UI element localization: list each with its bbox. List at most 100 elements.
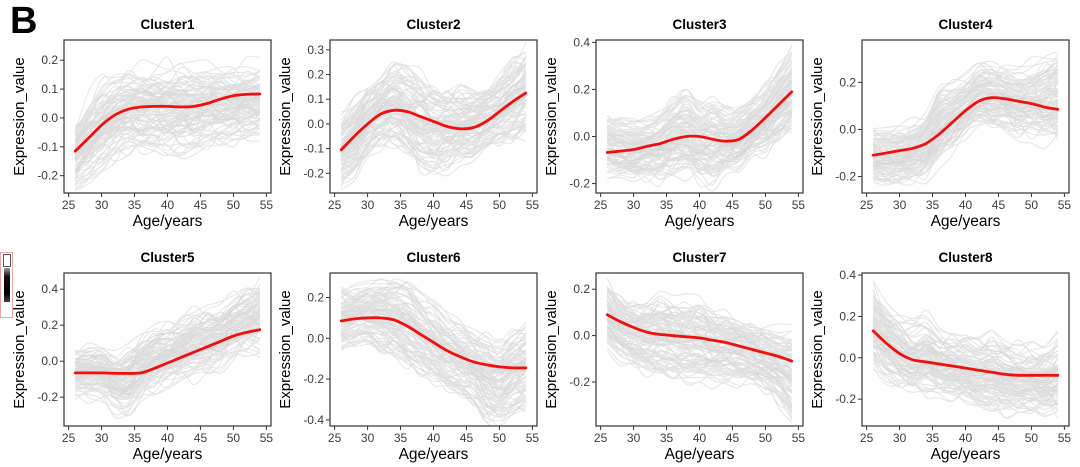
svg-text:45: 45 [460, 198, 474, 212]
svg-text:Age/years: Age/years [931, 213, 1001, 230]
chart-canvas: 25 30 35 40 45 50 55 -0.2 0.0 0.2 Age/years Express… [544, 272, 806, 463]
svg-text:25: 25 [594, 431, 608, 445]
chart-title: Cluster8 [938, 250, 993, 265]
chart-panel-cluster4: Cluster4 25 30 35 40 45 50 55 -0.2 0.0 0.2 Age/yea… [810, 16, 1076, 233]
svg-text:-0.2: -0.2 [835, 170, 856, 184]
svg-text:50: 50 [227, 198, 241, 212]
svg-text:Age/years: Age/years [399, 446, 469, 463]
svg-text:0.4: 0.4 [573, 35, 590, 49]
svg-text:45: 45 [194, 198, 208, 212]
chart-panel-cluster1: Cluster1 25 30 35 40 45 50 55 -0.2 -0.1 0.0 0.1 0.2… [12, 16, 278, 233]
svg-text:35: 35 [394, 431, 408, 445]
svg-text:-0.2: -0.2 [303, 372, 324, 386]
svg-text:0.2: 0.2 [41, 53, 58, 67]
svg-text:0.0: 0.0 [41, 354, 58, 368]
svg-text:-0.2: -0.2 [835, 392, 856, 406]
svg-text:0.1: 0.1 [41, 82, 58, 96]
svg-text:50: 50 [759, 431, 773, 445]
figure-panel-label: B [10, 0, 38, 42]
svg-text:Expression_value: Expression_value [12, 290, 28, 408]
svg-text:30: 30 [627, 198, 641, 212]
svg-text:40: 40 [693, 431, 707, 445]
svg-text:25: 25 [860, 431, 874, 445]
chart-panel-cluster3: Cluster3 25 30 35 40 45 50 55 -0.2 0.0 0.2 0.4 Age/… [544, 16, 810, 233]
svg-text:25: 25 [594, 198, 608, 212]
svg-text:40: 40 [959, 431, 973, 445]
svg-text:0.1: 0.1 [307, 92, 324, 106]
chart-canvas: 25 30 35 40 45 50 55 -0.2 0.0 0.2 Age/years Express… [810, 39, 1072, 230]
svg-text:0.0: 0.0 [573, 130, 590, 144]
chart-title: Cluster5 [140, 250, 195, 265]
svg-text:0.2: 0.2 [307, 68, 324, 82]
svg-text:0.4: 0.4 [41, 282, 58, 296]
svg-text:Expression_value: Expression_value [544, 290, 560, 408]
svg-text:55: 55 [1058, 431, 1072, 445]
svg-text:55: 55 [1058, 198, 1072, 212]
svg-text:25: 25 [860, 198, 874, 212]
svg-text:0.0: 0.0 [573, 329, 590, 343]
svg-text:Expression_value: Expression_value [12, 57, 28, 175]
svg-text:55: 55 [792, 431, 806, 445]
chart-canvas: 25 30 35 40 45 50 55 -0.4 -0.2 0.0 0.2 Age/years Exp… [278, 272, 540, 463]
svg-text:0.3: 0.3 [307, 43, 324, 57]
svg-text:0.0: 0.0 [839, 122, 856, 136]
svg-text:0.0: 0.0 [307, 331, 324, 345]
chart-title: Cluster3 [672, 17, 727, 32]
svg-text:-0.1: -0.1 [303, 142, 324, 156]
svg-text:55: 55 [792, 198, 806, 212]
svg-text:-0.4: -0.4 [303, 413, 324, 427]
svg-text:0.2: 0.2 [307, 290, 324, 304]
svg-text:35: 35 [660, 198, 674, 212]
chart-panel-cluster7: Cluster7 25 30 35 40 45 50 55 -0.2 0.0 0.2 Age/yea… [544, 249, 810, 466]
svg-text:50: 50 [227, 431, 241, 445]
svg-text:45: 45 [726, 431, 740, 445]
svg-text:0.2: 0.2 [839, 75, 856, 89]
svg-text:35: 35 [394, 198, 408, 212]
chart-grid: Cluster1 25 30 35 40 45 50 55 -0.2 -0.1 0.0 0.1 0.2… [12, 16, 1076, 466]
svg-text:Expression_value: Expression_value [544, 57, 560, 175]
svg-text:-0.2: -0.2 [303, 166, 324, 180]
svg-text:40: 40 [427, 431, 441, 445]
svg-text:-0.2: -0.2 [37, 169, 58, 183]
svg-text:30: 30 [893, 431, 907, 445]
svg-text:55: 55 [260, 198, 274, 212]
svg-text:35: 35 [128, 431, 142, 445]
chart-title: Cluster6 [406, 250, 461, 265]
svg-text:25: 25 [328, 198, 342, 212]
svg-text:0.4: 0.4 [839, 268, 856, 282]
svg-text:35: 35 [926, 198, 940, 212]
svg-text:Age/years: Age/years [399, 213, 469, 230]
svg-text:0.0: 0.0 [307, 117, 324, 131]
svg-text:45: 45 [992, 198, 1006, 212]
svg-text:Age/years: Age/years [133, 213, 203, 230]
svg-text:40: 40 [161, 198, 175, 212]
svg-text:45: 45 [460, 431, 474, 445]
chart-title: Cluster7 [672, 250, 727, 265]
svg-text:-0.2: -0.2 [37, 390, 58, 404]
svg-text:30: 30 [95, 198, 109, 212]
svg-text:55: 55 [526, 198, 540, 212]
chart-title: Cluster1 [140, 17, 195, 32]
svg-text:Expression_value: Expression_value [810, 57, 826, 175]
fragment-dark-blob [4, 268, 10, 302]
svg-text:25: 25 [328, 431, 342, 445]
svg-text:Expression_value: Expression_value [278, 290, 294, 408]
svg-text:30: 30 [627, 431, 641, 445]
svg-text:0.0: 0.0 [41, 111, 58, 125]
svg-text:-0.2: -0.2 [569, 177, 590, 191]
svg-text:Expression_value: Expression_value [278, 57, 294, 175]
svg-text:55: 55 [526, 431, 540, 445]
chart-canvas: 25 30 35 40 45 50 55 -0.2 -0.1 0.0 0.1 0.2 Age/years… [12, 39, 274, 230]
svg-text:35: 35 [926, 431, 940, 445]
svg-text:0.2: 0.2 [839, 309, 856, 323]
chart-panel-cluster5: Cluster5 25 30 35 40 45 50 55 -0.2 0.0 0.2 0.4 Age/… [12, 249, 278, 466]
svg-text:Age/years: Age/years [665, 446, 735, 463]
chart-title: Cluster2 [406, 17, 461, 32]
svg-text:50: 50 [493, 198, 507, 212]
chart-canvas: 25 30 35 40 45 50 55 -0.2 -0.1 0.0 0.1 0.2 0.3 Age/ye… [278, 39, 540, 230]
svg-text:40: 40 [959, 198, 973, 212]
svg-text:0.2: 0.2 [41, 318, 58, 332]
svg-text:40: 40 [161, 431, 175, 445]
chart-title: Cluster4 [938, 17, 993, 32]
svg-text:30: 30 [361, 198, 375, 212]
